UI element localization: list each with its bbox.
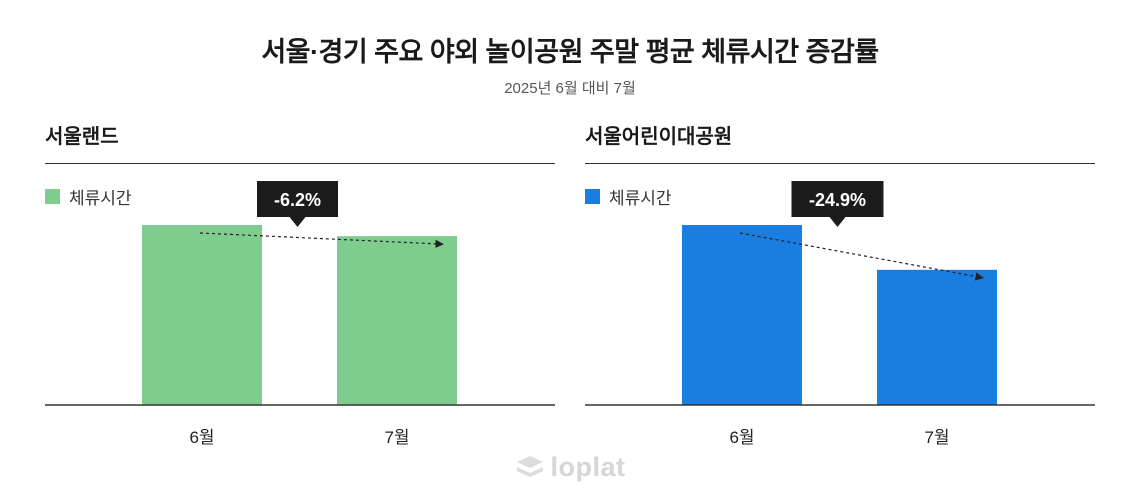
change-trend-arrow <box>739 232 984 281</box>
legend-label: 체류시간 <box>609 189 672 208</box>
x-tick-label: 7월 <box>924 428 949 447</box>
bar-chart-childrens-park: 6월 7월 -24.9% <box>585 181 1095 447</box>
bar-2 <box>877 269 997 405</box>
x-tick-label: 6월 <box>729 428 754 447</box>
change-callout: -24.9% <box>791 181 884 227</box>
legend: 체류시간 <box>45 184 132 209</box>
bar-1 <box>142 225 262 405</box>
legend: 체류시간 <box>585 184 672 209</box>
bar-chart-seoulland: 6월 7월 -6.2% <box>45 181 555 447</box>
legend-swatch <box>45 189 60 204</box>
legend-swatch <box>585 189 600 204</box>
change-label: -24.9% <box>809 190 866 210</box>
change-label: -6.2% <box>274 190 321 210</box>
chart-subtitle: 2025년 6월 대비 7월 <box>504 80 636 97</box>
panel-divider <box>585 163 1095 164</box>
x-tick-label: 6월 <box>189 428 214 447</box>
change-trend-arrow <box>199 232 444 249</box>
bar-1 <box>682 225 802 405</box>
x-tick-label: 7월 <box>384 428 409 447</box>
panel-childrens-park: 서울어린이대공원 체류시간 6월 7월 -24.9% <box>585 120 1095 450</box>
panel-seoulland: 서울랜드 체류시간 6월 7월 -6.2% <box>45 120 555 450</box>
panel-divider <box>45 163 555 164</box>
panel-title: 서울랜드 <box>45 126 119 148</box>
panel-title: 서울어린이대공원 <box>585 126 733 148</box>
watermark-text: loplat <box>550 452 626 482</box>
watermark: loplat <box>0 452 1140 483</box>
loplat-logo-icon <box>516 455 543 477</box>
legend-label: 체류시간 <box>69 189 132 208</box>
change-callout: -6.2% <box>257 181 338 227</box>
chart-title: 서울·경기 주요 야외 놀이공원 주말 평균 체류시간 증감률 <box>261 37 879 67</box>
bar-2 <box>337 236 457 405</box>
